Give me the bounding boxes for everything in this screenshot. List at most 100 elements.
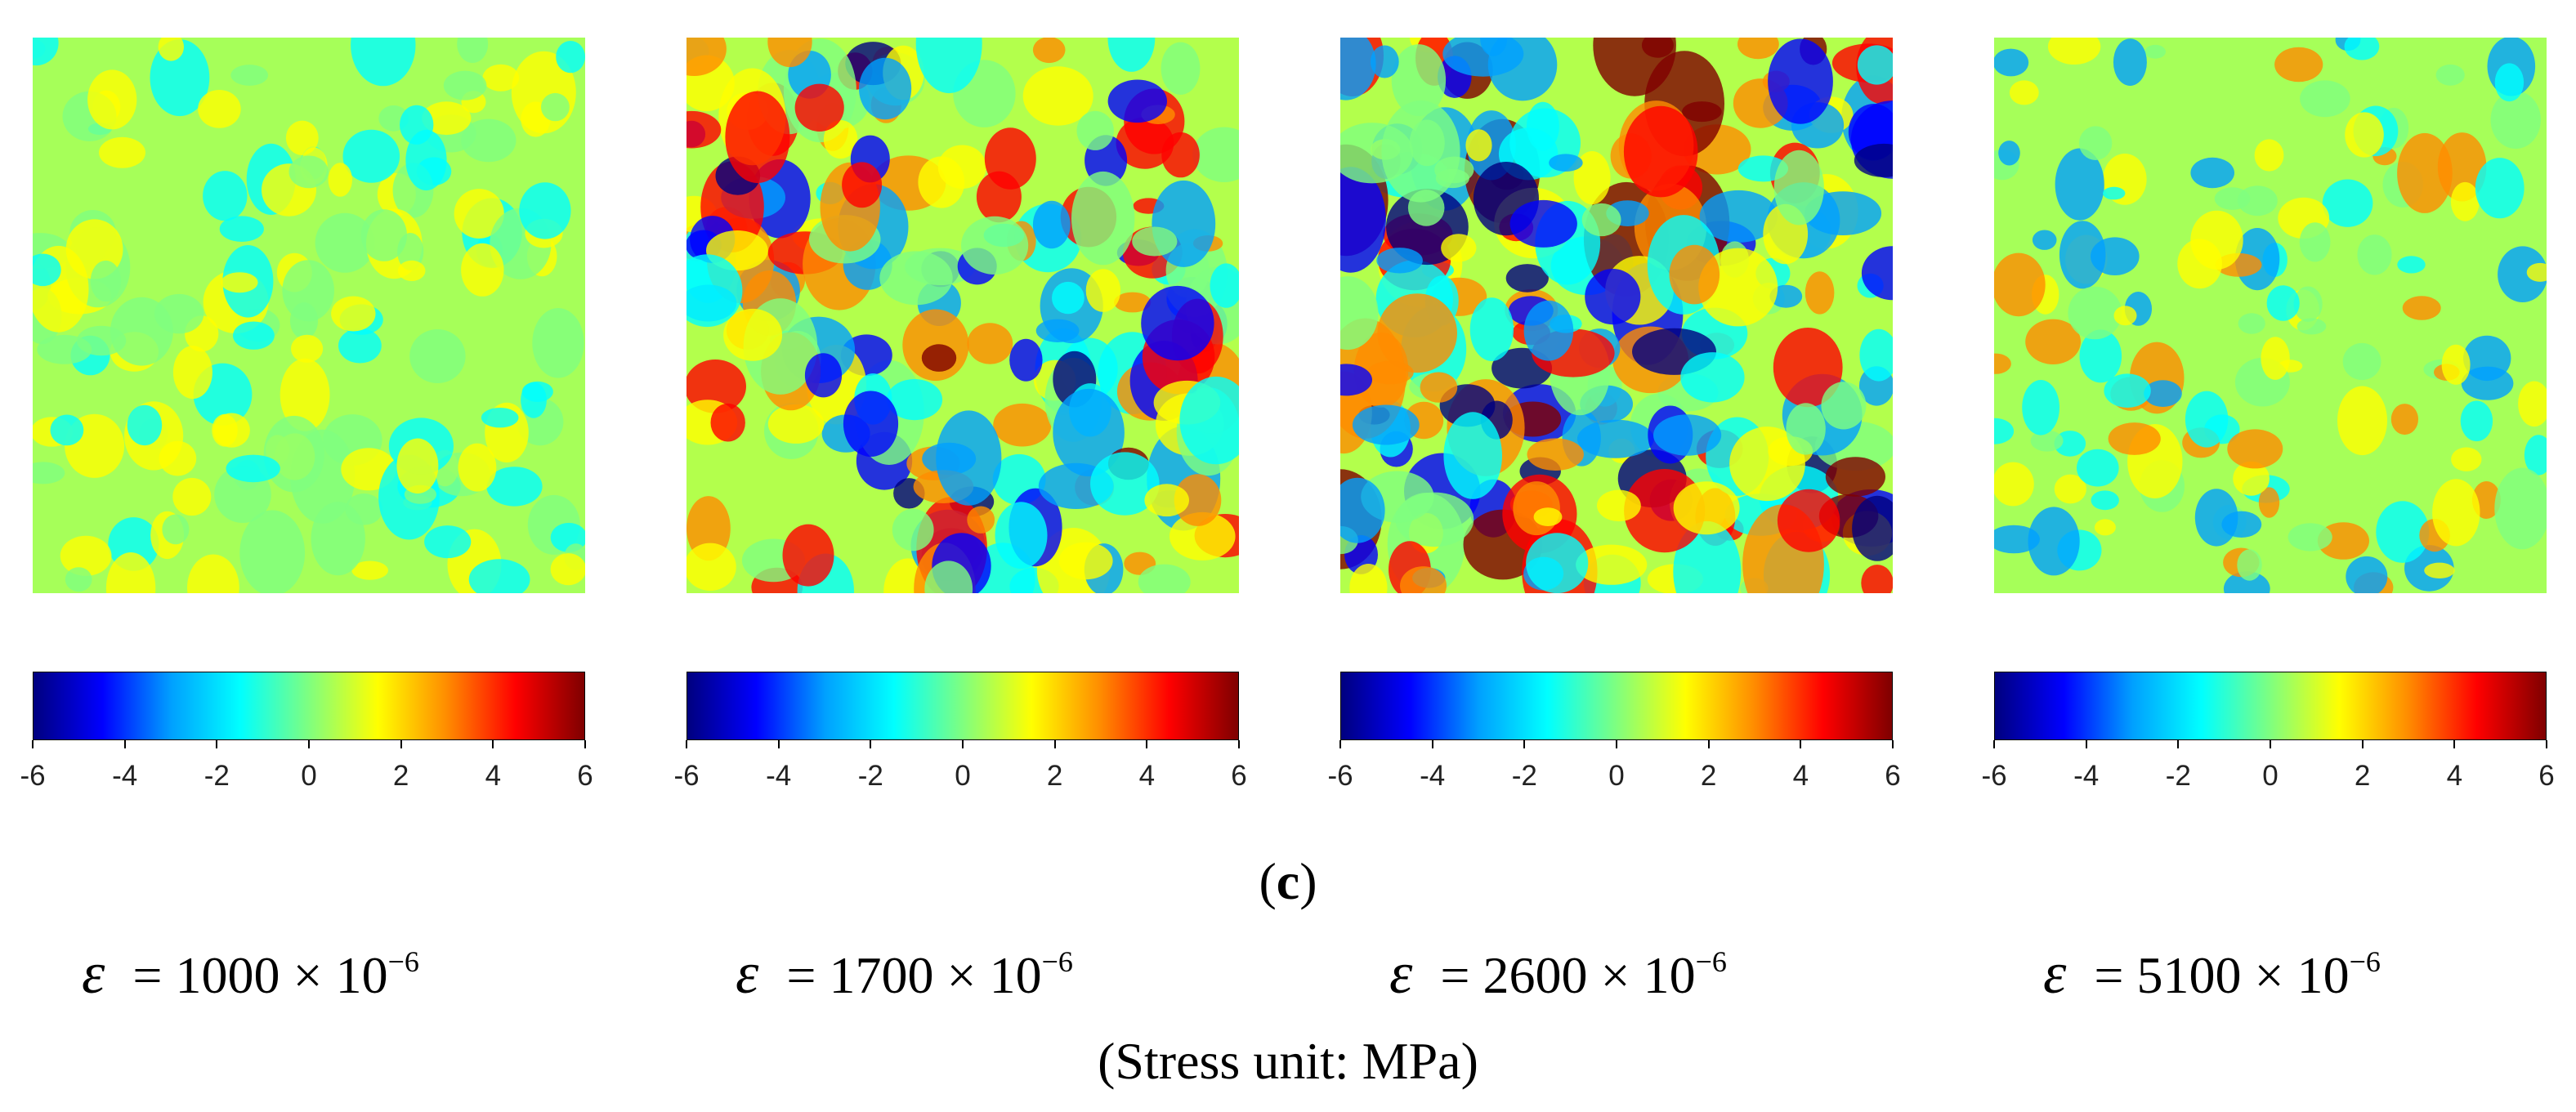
colorbar-tick-label: 4 xyxy=(2446,760,2463,792)
stress-patch xyxy=(90,260,122,302)
stress-patch xyxy=(230,65,269,86)
stress-patch xyxy=(1480,38,1508,56)
stress-patch xyxy=(842,162,883,208)
stress-patch xyxy=(1680,352,1745,403)
stress-patch xyxy=(2190,210,2243,270)
stress-patch xyxy=(110,297,173,366)
stress-patch xyxy=(1391,44,1447,117)
stress-patch xyxy=(2238,313,2265,334)
stress-patch xyxy=(1141,285,1214,361)
stress-patch xyxy=(2397,132,2453,213)
stress-patch xyxy=(2342,342,2381,381)
stress-patch xyxy=(2424,562,2455,578)
colorbar-tick-label: 6 xyxy=(1231,760,1247,792)
stress-patch xyxy=(1729,426,1805,502)
stress-patch xyxy=(1821,382,1867,430)
stress-patch xyxy=(2233,461,2270,496)
stress-map-panel-2 xyxy=(686,38,1239,593)
stress-patch xyxy=(233,321,275,350)
colorbar-tick-mark xyxy=(870,740,872,748)
stress-patch xyxy=(1071,171,1135,266)
stress-patch xyxy=(804,353,843,398)
stress-patch xyxy=(2068,286,2122,340)
colorbar-tick-mark xyxy=(584,740,586,748)
stress-patch xyxy=(2091,490,2119,511)
stress-patch xyxy=(2451,447,2482,471)
stress-patch xyxy=(1161,42,1201,95)
equals-sign: = xyxy=(2094,946,2124,1004)
colorbar-tick-mark xyxy=(1993,740,1995,748)
stress-patch xyxy=(1340,38,1376,100)
stress-patch xyxy=(342,129,400,183)
colorbar-tick-label: 6 xyxy=(2538,760,2555,792)
strain-exponent: −6 xyxy=(1041,945,1073,978)
stress-patch xyxy=(397,260,426,281)
stress-patch xyxy=(351,38,416,87)
stress-patch xyxy=(984,127,1036,190)
stress-patch xyxy=(2518,381,2547,427)
stress-patch xyxy=(1370,45,1399,78)
stress-patch xyxy=(767,38,812,68)
colorbar-3 xyxy=(1340,672,1893,740)
stress-patch xyxy=(1509,199,1577,248)
stress-patch xyxy=(105,552,156,593)
stress-patch xyxy=(794,83,844,132)
stress-patch xyxy=(458,443,497,492)
stress-patch xyxy=(1682,101,1722,123)
stress-patch xyxy=(1114,292,1152,313)
strain-multiplier: × 10 xyxy=(293,946,388,1004)
stress-patch xyxy=(1179,376,1239,465)
colorbar-tick-label: -6 xyxy=(1327,760,1353,792)
stress-blobs-1 xyxy=(33,38,585,593)
panel-label: (c) xyxy=(1259,852,1317,910)
stress-patch xyxy=(1549,154,1583,172)
stress-patch xyxy=(936,410,1002,506)
stress-patch xyxy=(162,514,190,545)
stress-patch xyxy=(2460,400,2493,442)
stress-map-panel-1 xyxy=(33,38,585,593)
stress-patch xyxy=(338,328,382,364)
equals-sign: = xyxy=(132,946,163,1004)
stress-patch xyxy=(2078,126,2113,160)
stress-patch xyxy=(1076,110,1114,150)
stress-patch xyxy=(2397,256,2426,274)
stress-blobs-4 xyxy=(1994,38,2547,593)
stress-patch xyxy=(331,296,376,332)
colorbar-tick-mark xyxy=(777,740,780,748)
stress-patch xyxy=(212,413,250,448)
strain-value: 1000 xyxy=(175,946,280,1004)
stress-patch xyxy=(686,543,736,591)
stress-patch xyxy=(2274,47,2323,83)
stress-patch xyxy=(1210,263,1239,308)
stress-map-2 xyxy=(686,38,1239,593)
epsilon-symbol: ε xyxy=(1389,940,1413,1006)
stress-patch xyxy=(2258,487,2280,518)
colorbar-tick-label: -2 xyxy=(203,760,230,792)
colorbar-tick-label: 0 xyxy=(955,760,971,792)
stress-patch xyxy=(725,91,790,184)
stress-patch xyxy=(239,510,306,593)
colorbar-gradient-4 xyxy=(1994,672,2547,740)
stress-patch xyxy=(2322,179,2373,227)
stress-patch xyxy=(2524,435,2547,476)
stress-patch xyxy=(2025,319,2081,364)
stress-patch xyxy=(1576,544,1648,585)
colorbar-tick-mark xyxy=(2270,740,2271,748)
strain-value: 2600 xyxy=(1483,946,1588,1004)
colorbar-tick-mark xyxy=(1238,740,1240,748)
stress-patch xyxy=(1032,200,1071,249)
stress-patch xyxy=(405,129,447,191)
colorbar-tick-label: -6 xyxy=(1981,760,2007,792)
stress-patch xyxy=(2055,148,2104,221)
stress-patch xyxy=(995,502,1048,569)
stress-patch xyxy=(1192,127,1239,182)
stress-patch xyxy=(263,415,324,493)
colorbar-tick-mark xyxy=(1892,740,1894,748)
stress-blobs-3 xyxy=(1340,38,1893,593)
stress-patch xyxy=(1994,48,2029,77)
stress-patch xyxy=(2475,158,2525,219)
stress-patch xyxy=(1009,338,1043,382)
stress-patch xyxy=(2144,380,2182,407)
colorbar-tick-mark xyxy=(400,740,402,748)
colorbar-tick-label: 0 xyxy=(1608,760,1625,792)
